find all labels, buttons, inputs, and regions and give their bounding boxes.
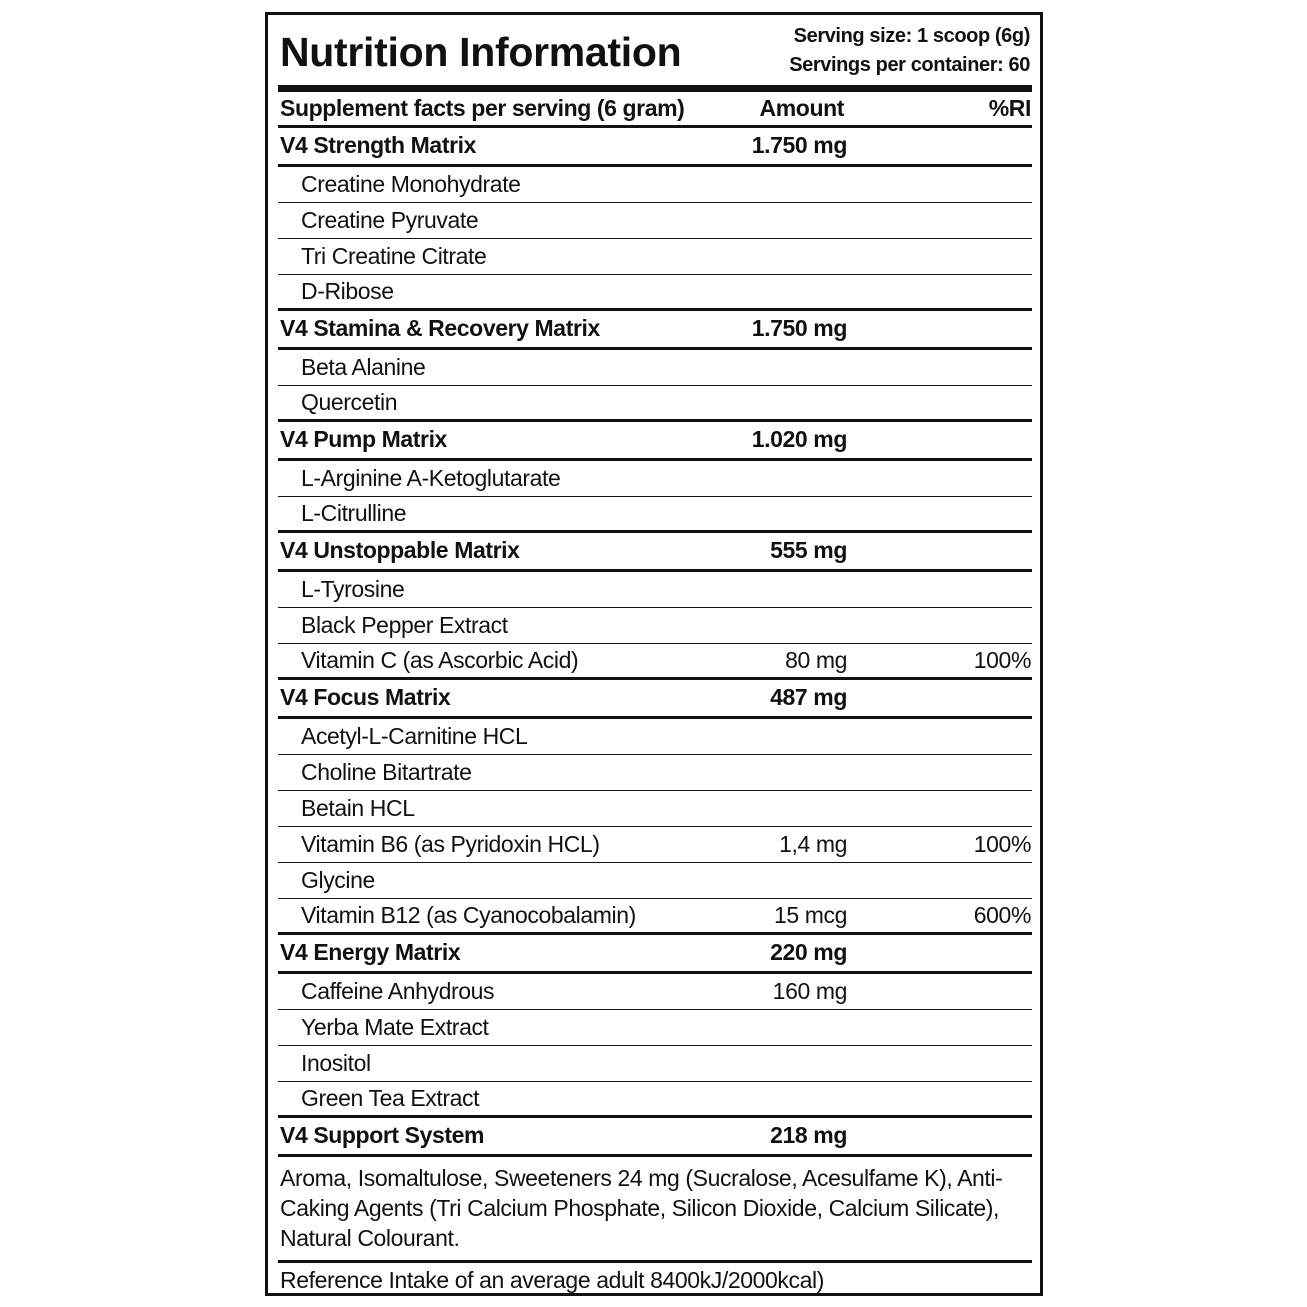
ingredient-name: Creatine Monohydrate	[301, 170, 521, 197]
matrix-name: V4 Pump Matrix	[280, 425, 447, 452]
ingredient-name: D-Ribose	[301, 277, 394, 304]
header-amount: Amount	[759, 94, 845, 121]
matrix-name: V4 Support System	[280, 1121, 485, 1148]
ingredient-amount: 80 mg	[785, 646, 847, 673]
nutrition-label: Nutrition Information Serving size: 1 sc…	[265, 12, 1043, 1296]
ingredient-row: D-Ribose	[278, 275, 1032, 311]
ingredient-row: L-Tyrosine	[278, 572, 1032, 608]
ingredient-ri: 100%	[973, 646, 1032, 673]
ingredient-name: Yerba Mate Extract	[301, 1013, 489, 1040]
matrix-row: V4 Energy Matrix 220 mg	[278, 935, 1032, 974]
matrix-name: V4 Focus Matrix	[280, 683, 451, 710]
matrix-name: V4 Energy Matrix	[280, 938, 461, 965]
ingredient-row: Creatine Pyruvate	[278, 203, 1032, 239]
label-header: Nutrition Information Serving size: 1 sc…	[278, 15, 1032, 85]
ingredient-row: Vitamin B6 (as Pyridoxin HCL) 1,4 mg 100%	[278, 827, 1032, 863]
ingredient-name: Quercetin	[301, 388, 398, 415]
matrix-row: V4 Support System 218 mg	[278, 1118, 1032, 1157]
matrix-amount: 1.750 mg	[751, 131, 848, 158]
ingredient-row: Tri Creatine Citrate	[278, 239, 1032, 275]
ingredient-name: Green Tea Extract	[301, 1084, 480, 1111]
ingredient-row: Creatine Monohydrate	[278, 167, 1032, 203]
ingredient-row: L-Citrulline	[278, 497, 1032, 533]
ingredient-row: Yerba Mate Extract	[278, 1010, 1032, 1046]
ingredient-name: Betain HCL	[301, 794, 415, 821]
matrix-amount: 1.750 mg	[751, 314, 848, 341]
ingredient-name: Acetyl-L-Carnitine HCL	[301, 722, 528, 749]
matrix-row: V4 Strength Matrix 1.750 mg	[278, 128, 1032, 167]
ingredient-row: Betain HCL	[278, 791, 1032, 827]
ingredient-row: Vitamin C (as Ascorbic Acid) 80 mg 100%	[278, 644, 1032, 680]
matrix-name: V4 Stamina & Recovery Matrix	[280, 314, 600, 341]
ingredient-name: Caffeine Anhydrous	[301, 977, 495, 1004]
page-title: Nutrition Information	[280, 29, 682, 75]
ingredient-ri: 600%	[973, 901, 1032, 928]
ingredient-name: Vitamin B6 (as Pyridoxin HCL)	[301, 830, 600, 857]
reference-intake-note: Reference Intake of an average adult 840…	[280, 1267, 824, 1293]
matrix-amount: 218 mg	[770, 1121, 847, 1148]
matrix-amount: 487 mg	[770, 683, 847, 710]
matrix-row: V4 Focus Matrix 487 mg	[278, 680, 1032, 719]
ingredient-row: Quercetin	[278, 386, 1032, 422]
ingredient-name: Creatine Pyruvate	[301, 206, 479, 233]
ingredient-amount: 160 mg	[772, 977, 848, 1004]
ingredient-amount: 1,4 mg	[779, 830, 847, 857]
ingredients-text: Aroma, Isomaltulose, Sweeteners 24 mg (S…	[278, 1157, 1032, 1263]
ingredient-row: Caffeine Anhydrous 160 mg	[278, 974, 1032, 1010]
divider-bar	[278, 85, 1032, 92]
matrix-name: V4 Unstoppable Matrix	[280, 536, 520, 563]
matrix-amount: 220 mg	[770, 938, 847, 965]
ingredient-row: L-Arginine A-Ketoglutarate	[278, 461, 1032, 497]
ingredient-row: Black Pepper Extract	[278, 608, 1032, 644]
ingredient-row: Glycine	[278, 863, 1032, 899]
matrix-row: V4 Pump Matrix 1.020 mg	[278, 422, 1032, 461]
ingredient-name: L-Arginine A-Ketoglutarate	[301, 464, 561, 491]
ingredient-row: Beta Alanine	[278, 350, 1032, 386]
ingredient-row: Green Tea Extract	[278, 1082, 1032, 1118]
serving-info: Serving size: 1 scoop (6g) Servings per …	[789, 22, 1030, 80]
ingredient-row: Acetyl-L-Carnitine HCL	[278, 719, 1032, 755]
ingredient-name: Black Pepper Extract	[301, 611, 508, 638]
serving-size: Serving size: 1 scoop (6g)	[793, 25, 1031, 47]
ingredient-ri: 100%	[973, 830, 1032, 857]
ingredient-name: Glycine	[301, 866, 375, 893]
header-label: Supplement facts per serving (6 gram)	[280, 94, 685, 121]
servings-per-container: Servings per container: 60	[789, 54, 1030, 76]
matrix-row: V4 Stamina & Recovery Matrix 1.750 mg	[278, 311, 1032, 350]
matrix-row: V4 Unstoppable Matrix 555 mg	[278, 533, 1032, 572]
ingredient-name: Vitamin C (as Ascorbic Acid)	[301, 646, 579, 673]
matrix-name: V4 Strength Matrix	[280, 131, 477, 158]
ingredient-name: L-Tyrosine	[301, 575, 405, 602]
ingredient-name: Vitamin B12 (as Cyanocobalamin)	[301, 901, 636, 928]
facts-table: V4 Strength Matrix 1.750 mg Creatine Monoh…	[278, 128, 1032, 1157]
ingredient-name: L-Citrulline	[301, 499, 407, 526]
ingredient-name: Choline Bitartrate	[301, 758, 472, 785]
ingredient-name: Inositol	[301, 1049, 371, 1076]
matrix-amount: 555 mg	[770, 536, 847, 563]
ingredient-row: Vitamin B12 (as Cyanocobalamin) 15 mcg 600…	[278, 899, 1032, 935]
ingredient-name: Beta Alanine	[301, 353, 426, 380]
matrix-amount: 1.020 mg	[751, 425, 848, 452]
table-header: Supplement facts per serving (6 gram) Am…	[278, 92, 1032, 128]
ingredient-amount: 15 mcg	[773, 901, 847, 928]
ingredient-row: Choline Bitartrate	[278, 755, 1032, 791]
header-ri: %RI	[988, 94, 1032, 121]
ingredient-row: Inositol	[278, 1046, 1032, 1082]
ingredient-name: Tri Creatine Citrate	[301, 242, 487, 269]
